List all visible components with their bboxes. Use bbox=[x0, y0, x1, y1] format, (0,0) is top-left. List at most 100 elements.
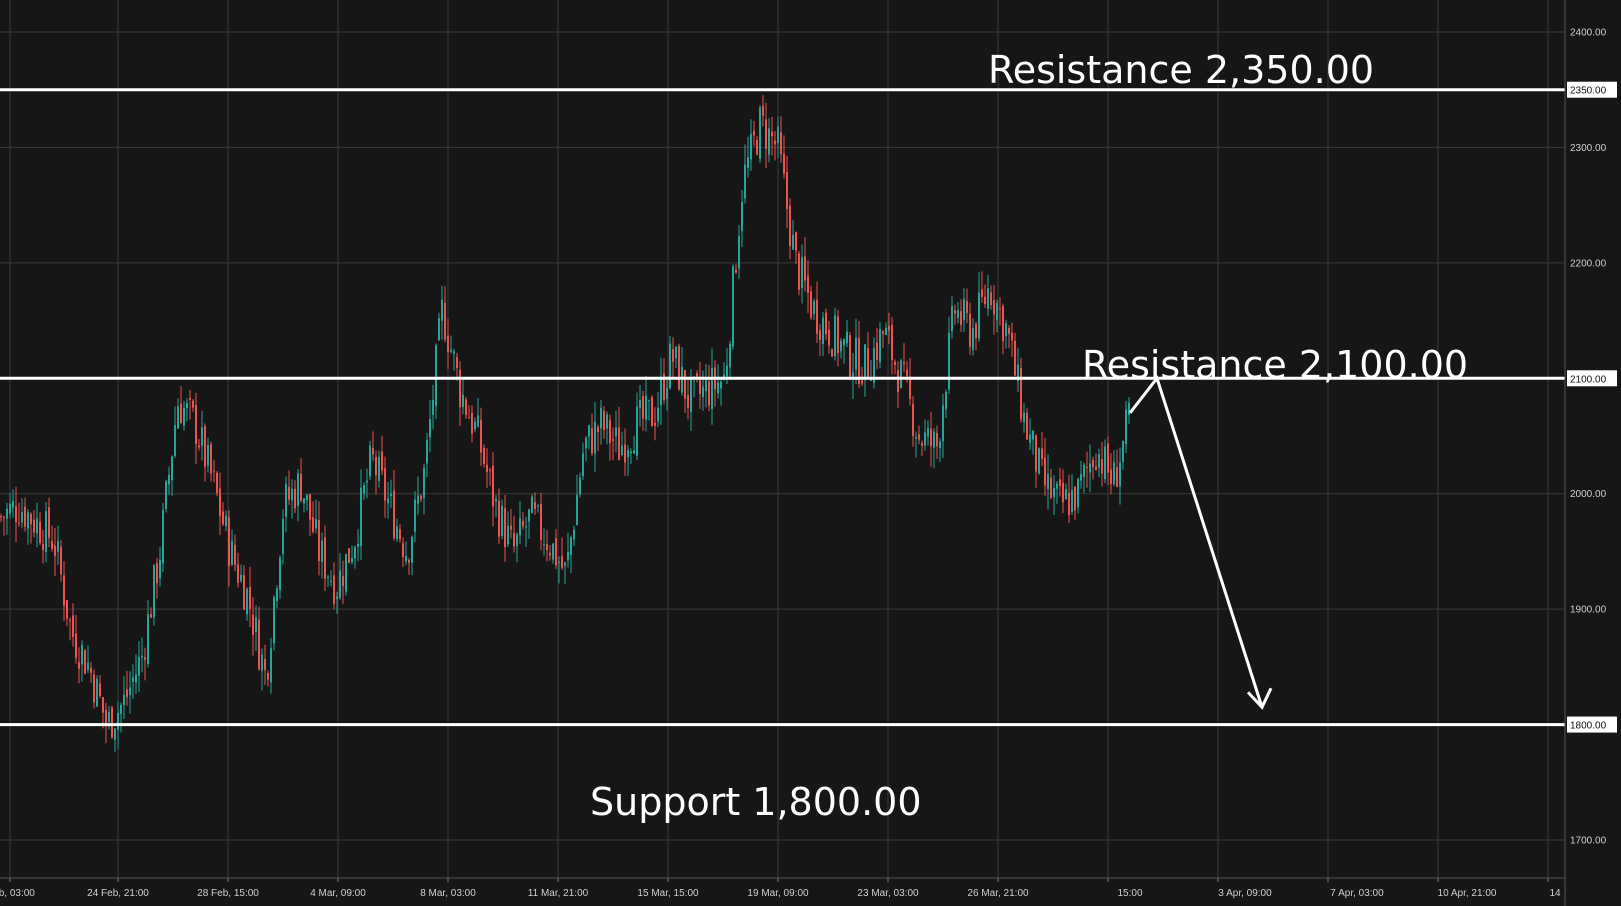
candle bbox=[480, 407, 482, 466]
candle-body bbox=[567, 551, 569, 561]
candle bbox=[45, 501, 47, 563]
candle bbox=[957, 302, 959, 324]
candle bbox=[243, 565, 245, 610]
candle bbox=[171, 455, 173, 496]
candle-body bbox=[1110, 469, 1112, 485]
candle-body bbox=[135, 674, 137, 683]
candle-body bbox=[147, 614, 149, 664]
candle bbox=[585, 435, 587, 462]
candle-body bbox=[537, 505, 539, 507]
candle-body bbox=[570, 537, 572, 556]
candle bbox=[87, 645, 89, 673]
candle-body bbox=[429, 419, 431, 438]
candle-body bbox=[789, 205, 791, 246]
candle-body bbox=[888, 325, 890, 331]
candle-body bbox=[492, 465, 494, 507]
candle bbox=[498, 488, 500, 544]
candle bbox=[717, 364, 719, 399]
candle bbox=[1029, 418, 1031, 450]
candle-body bbox=[459, 370, 461, 408]
candle bbox=[738, 225, 740, 280]
candle-body bbox=[921, 443, 923, 446]
candle-body bbox=[753, 130, 755, 136]
candle bbox=[612, 427, 614, 461]
level-annotations: Resistance 2,350.00 Resistance 2,100.00 Su… bbox=[590, 48, 1468, 824]
candle-body bbox=[576, 494, 578, 526]
candle-body bbox=[0, 516, 2, 518]
candle-body bbox=[912, 404, 914, 437]
candle bbox=[150, 607, 152, 619]
candle bbox=[873, 337, 875, 389]
candle-body bbox=[381, 451, 383, 471]
candle-body bbox=[240, 574, 242, 581]
candle bbox=[99, 675, 101, 699]
candle bbox=[462, 379, 464, 415]
candle bbox=[618, 406, 620, 461]
candle-body bbox=[306, 494, 308, 501]
candle bbox=[945, 389, 947, 419]
candle bbox=[960, 299, 962, 332]
price-axis[interactable]: 2400.00 2300.00 2200.00 2100.00 2000.00 1900.… bbox=[1567, 28, 1617, 847]
candle-body bbox=[984, 296, 986, 305]
candle-body bbox=[441, 299, 443, 321]
candle-body bbox=[621, 445, 623, 455]
candle bbox=[453, 348, 455, 371]
candle bbox=[432, 384, 434, 430]
candle bbox=[1086, 451, 1088, 488]
candle-body bbox=[174, 425, 176, 456]
candle-body bbox=[978, 292, 980, 339]
candle bbox=[408, 557, 410, 575]
candle bbox=[819, 323, 821, 356]
candle-body bbox=[93, 674, 95, 703]
candle bbox=[153, 564, 155, 626]
candle bbox=[183, 400, 185, 431]
candle bbox=[1092, 456, 1094, 480]
candle-body bbox=[546, 543, 548, 551]
candle bbox=[606, 411, 608, 445]
time-tick-label: 4 Mar, 09:00 bbox=[310, 888, 366, 899]
candle bbox=[540, 492, 542, 551]
level-price-tag-label: 1800.00 bbox=[1570, 721, 1607, 732]
candle-body bbox=[279, 557, 281, 591]
candle bbox=[1119, 447, 1121, 505]
candle bbox=[258, 606, 260, 671]
candle-body bbox=[705, 380, 707, 392]
candle-body bbox=[42, 544, 44, 551]
candle-body bbox=[411, 536, 413, 563]
candle-body bbox=[516, 534, 518, 547]
candle-body bbox=[831, 349, 833, 357]
candle-body bbox=[399, 529, 401, 540]
candle bbox=[444, 286, 446, 343]
time-tick-label: 15:00 bbox=[1117, 888, 1142, 899]
candle bbox=[732, 264, 734, 350]
candle-body bbox=[333, 575, 335, 605]
time-axis[interactable]: eb, 03:00 24 Feb, 21:00 28 Feb, 15:00 4 Mar… bbox=[0, 878, 1561, 899]
candle-body bbox=[456, 357, 458, 369]
candle-body bbox=[258, 619, 260, 670]
candle-body bbox=[708, 381, 710, 406]
candle-body bbox=[582, 453, 584, 476]
candle bbox=[219, 472, 221, 535]
candle-body bbox=[873, 347, 875, 383]
candle-body bbox=[987, 288, 989, 309]
candle bbox=[1059, 467, 1061, 497]
candle bbox=[777, 116, 779, 158]
candle bbox=[384, 456, 386, 518]
candle-body bbox=[1056, 483, 1058, 489]
candle bbox=[1098, 448, 1100, 478]
candle-body bbox=[828, 329, 830, 346]
candle-body bbox=[447, 335, 449, 353]
candle-body bbox=[552, 543, 554, 560]
candle bbox=[339, 553, 341, 600]
candle-body bbox=[24, 506, 26, 527]
candle-body bbox=[588, 425, 590, 437]
candle-body bbox=[585, 437, 587, 449]
candle bbox=[753, 120, 755, 147]
candle bbox=[186, 398, 188, 422]
candle bbox=[801, 244, 803, 304]
candle bbox=[921, 440, 923, 456]
candle bbox=[1062, 469, 1064, 513]
candle-body bbox=[297, 473, 299, 507]
candle bbox=[654, 407, 656, 441]
